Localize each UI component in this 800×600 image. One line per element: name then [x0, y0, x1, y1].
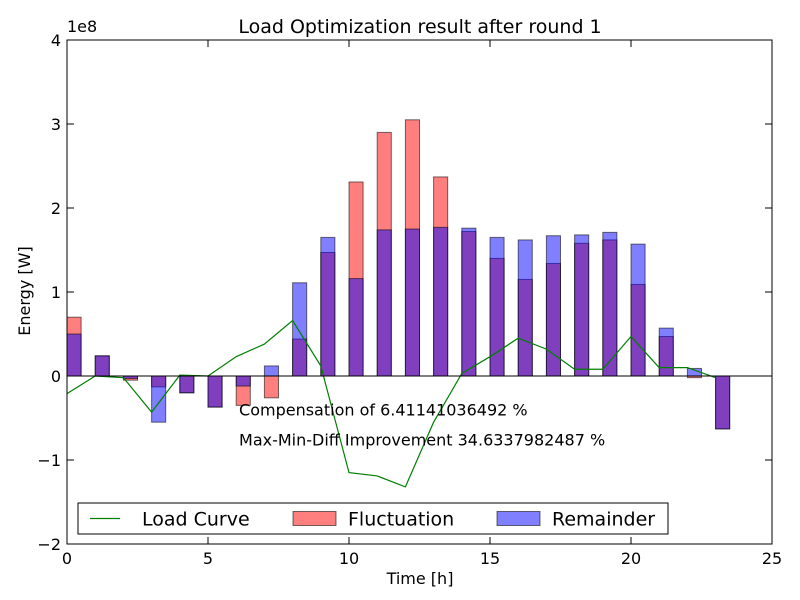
remainder-bar	[348, 278, 364, 377]
legend-label: Remainder	[552, 509, 655, 531]
remainder-bar	[376, 229, 392, 377]
remainder-bar	[151, 375, 167, 423]
remainder-bar	[715, 375, 731, 430]
remainder-bar	[658, 327, 674, 377]
legend-label: Load Curve	[142, 509, 250, 531]
legend-swatch-fluctuation	[292, 511, 337, 526]
annotation-text: Compensation of 6.41141036492 %	[239, 400, 528, 419]
fluctuation-bar	[263, 375, 279, 399]
remainder-bar	[517, 239, 533, 377]
remainder-bar	[235, 375, 251, 387]
x-tick-label: 15	[480, 549, 500, 568]
annotation-text: Max-Min-Diff Improvement 34.6337982487 %	[239, 431, 605, 450]
remainder-bar	[574, 234, 590, 377]
y-tick-label: 1	[51, 283, 61, 302]
y-tick-label: 0	[51, 367, 61, 386]
remainder-bar	[179, 375, 195, 394]
bars-layer	[66, 119, 731, 430]
y-tick-label: 4	[51, 31, 61, 50]
y-tick-label: 3	[51, 115, 61, 134]
legend-layer: Load Curve Fluctuation Remainder	[77, 502, 669, 535]
y-axis-label: Energy [W]	[15, 246, 34, 335]
legend-box	[77, 502, 669, 535]
x-axis-label: Time [h]	[386, 569, 454, 588]
x-tick-label: 10	[339, 549, 359, 568]
remainder-bar	[433, 226, 449, 377]
remainder-bar	[320, 236, 336, 377]
y-tick-label: −1	[37, 451, 61, 470]
legend-swatch-remainder	[496, 511, 541, 526]
remainder-bar	[292, 282, 308, 377]
annotation-layer: Compensation of 6.41141036492 % Max-Min-D…	[239, 400, 605, 449]
remainder-bar	[207, 375, 223, 408]
legend-label: Fluctuation	[348, 509, 454, 531]
remainder-bar	[545, 235, 562, 377]
x-tick-label: 20	[621, 549, 641, 568]
remainder-bar	[404, 228, 420, 377]
remainder-bar	[94, 355, 110, 377]
y-tick-label: 2	[51, 199, 61, 218]
x-tick-label: 5	[203, 549, 213, 568]
load-curve-line	[66, 319, 716, 488]
line-layer	[66, 319, 716, 488]
x-tick-label: 25	[762, 549, 782, 568]
remainder-bar	[66, 333, 82, 377]
x-tick-label: 0	[62, 549, 72, 568]
remainder-bar	[461, 227, 477, 377]
remainder-bar	[263, 365, 279, 377]
ticks-layer: 0 5 10 15 20 25 −2 −1 0 1 2 3 4	[37, 31, 782, 568]
remainder-bar	[630, 243, 646, 377]
y-tick-label: −2	[37, 535, 61, 554]
chart-title: Load Optimization result after round 1	[238, 16, 601, 38]
y-multiplier-label: 1e8	[67, 17, 97, 36]
